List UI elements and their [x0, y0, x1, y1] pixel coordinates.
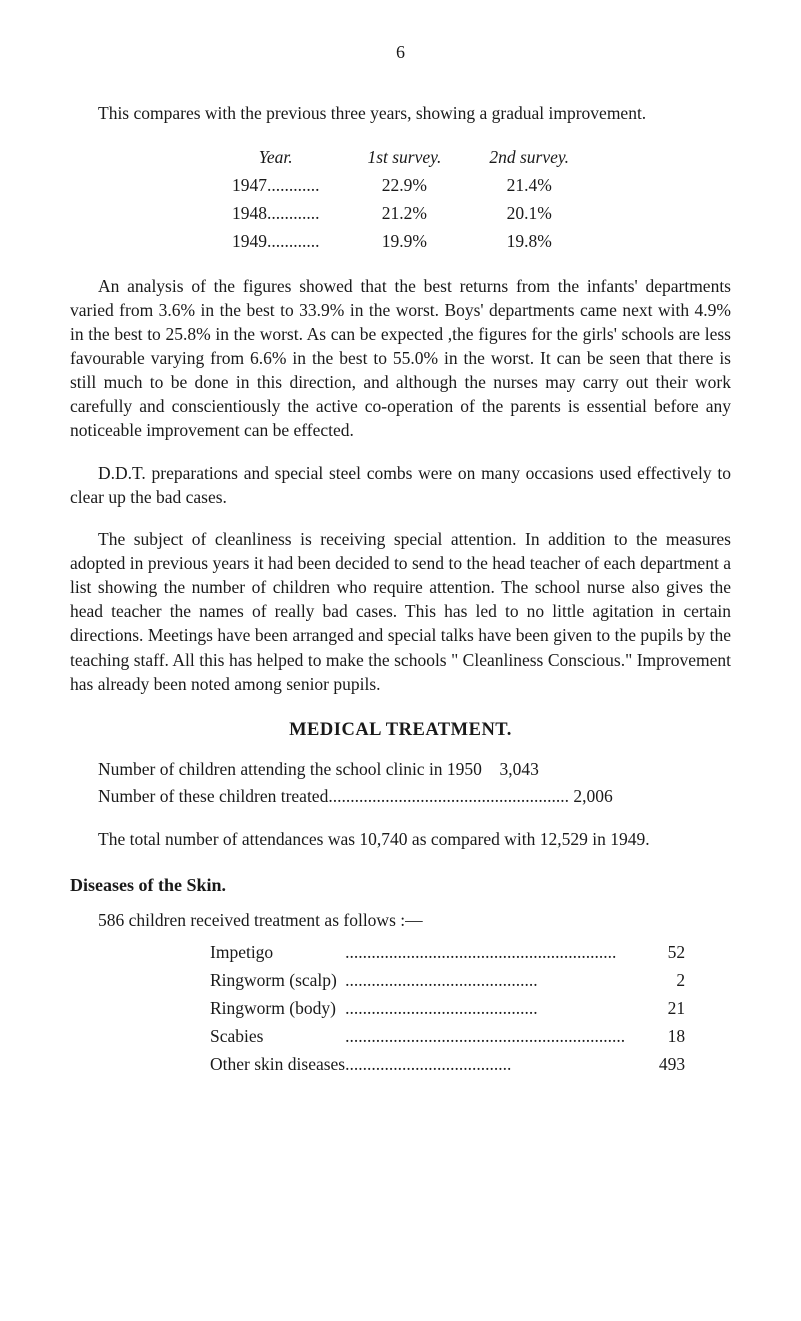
survey-first: 19.9%	[343, 227, 465, 255]
disease-row: Ringworm (scalp) .......................…	[210, 966, 685, 994]
survey-second: 21.4%	[465, 171, 593, 199]
survey-first: 22.9%	[343, 171, 465, 199]
survey-second: 19.8%	[465, 227, 593, 255]
medical-heading: MEDICAL TREATMENT.	[70, 718, 731, 744]
survey-header-first: 1st survey.	[343, 143, 465, 171]
survey-year: 1949............	[208, 227, 344, 255]
page-number: 6	[70, 40, 731, 65]
diseases-intro: 586 children received treatment as follo…	[70, 908, 731, 932]
stat-line-2: Number of these children treated........…	[70, 784, 731, 808]
analysis-para: An analysis of the figures showed that t…	[70, 274, 731, 443]
disease-dots: ........................................…	[345, 966, 625, 994]
attendance-para: The total number of attendances was 10,7…	[70, 827, 731, 851]
disease-dots: ........................................…	[345, 1022, 625, 1050]
disease-label: Ringworm (body)	[210, 994, 345, 1022]
survey-year: 1947............	[208, 171, 344, 199]
survey-second: 20.1%	[465, 199, 593, 227]
stat1-label: Number of children attending the school …	[98, 759, 482, 779]
page: 6 This compares with the previous three …	[0, 0, 801, 1118]
disease-row: Scabies ................................…	[210, 1022, 685, 1050]
survey-row: 1947............ 22.9% 21.4%	[208, 171, 593, 199]
survey-header-row: Year. 1st survey. 2nd survey.	[208, 143, 593, 171]
survey-row: 1948............ 21.2% 20.1%	[208, 199, 593, 227]
survey-year: 1948............	[208, 199, 344, 227]
disease-row: Other skin diseases ....................…	[210, 1050, 685, 1078]
disease-value: 52	[625, 938, 685, 966]
stat2-value: 2,006	[573, 786, 612, 806]
disease-value: 2	[625, 966, 685, 994]
stat1-value: 3,043	[499, 759, 538, 779]
disease-label: Scabies	[210, 1022, 345, 1050]
intro-para: This compares with the previous three ye…	[70, 101, 731, 125]
disease-value: 21	[625, 994, 685, 1022]
survey-header-second: 2nd survey.	[465, 143, 593, 171]
ddt-para: D.D.T. preparations and special steel co…	[70, 461, 731, 509]
disease-value: 493	[625, 1050, 685, 1078]
diseases-heading: Diseases of the Skin.	[70, 873, 731, 898]
disease-row: Ringworm (body) ........................…	[210, 994, 685, 1022]
disease-label: Impetigo	[210, 938, 345, 966]
survey-table: Year. 1st survey. 2nd survey. 1947......…	[208, 143, 593, 256]
disease-dots: ........................................…	[345, 994, 625, 1022]
disease-label: Ringworm (scalp)	[210, 966, 345, 994]
survey-first: 21.2%	[343, 199, 465, 227]
stat2-label: Number of these children treated	[98, 786, 328, 806]
disease-dots: ........................................…	[345, 938, 625, 966]
disease-table: Impetigo ...............................…	[210, 938, 685, 1079]
survey-header-year: Year.	[208, 143, 344, 171]
stat-line-1: Number of children attending the school …	[70, 757, 731, 781]
survey-row: 1949............ 19.9% 19.8%	[208, 227, 593, 255]
disease-value: 18	[625, 1022, 685, 1050]
disease-dots: ......................................	[345, 1050, 625, 1078]
disease-label: Other skin diseases	[210, 1050, 345, 1078]
disease-row: Impetigo ...............................…	[210, 938, 685, 966]
cleanliness-para: The subject of cleanliness is receiving …	[70, 527, 731, 696]
